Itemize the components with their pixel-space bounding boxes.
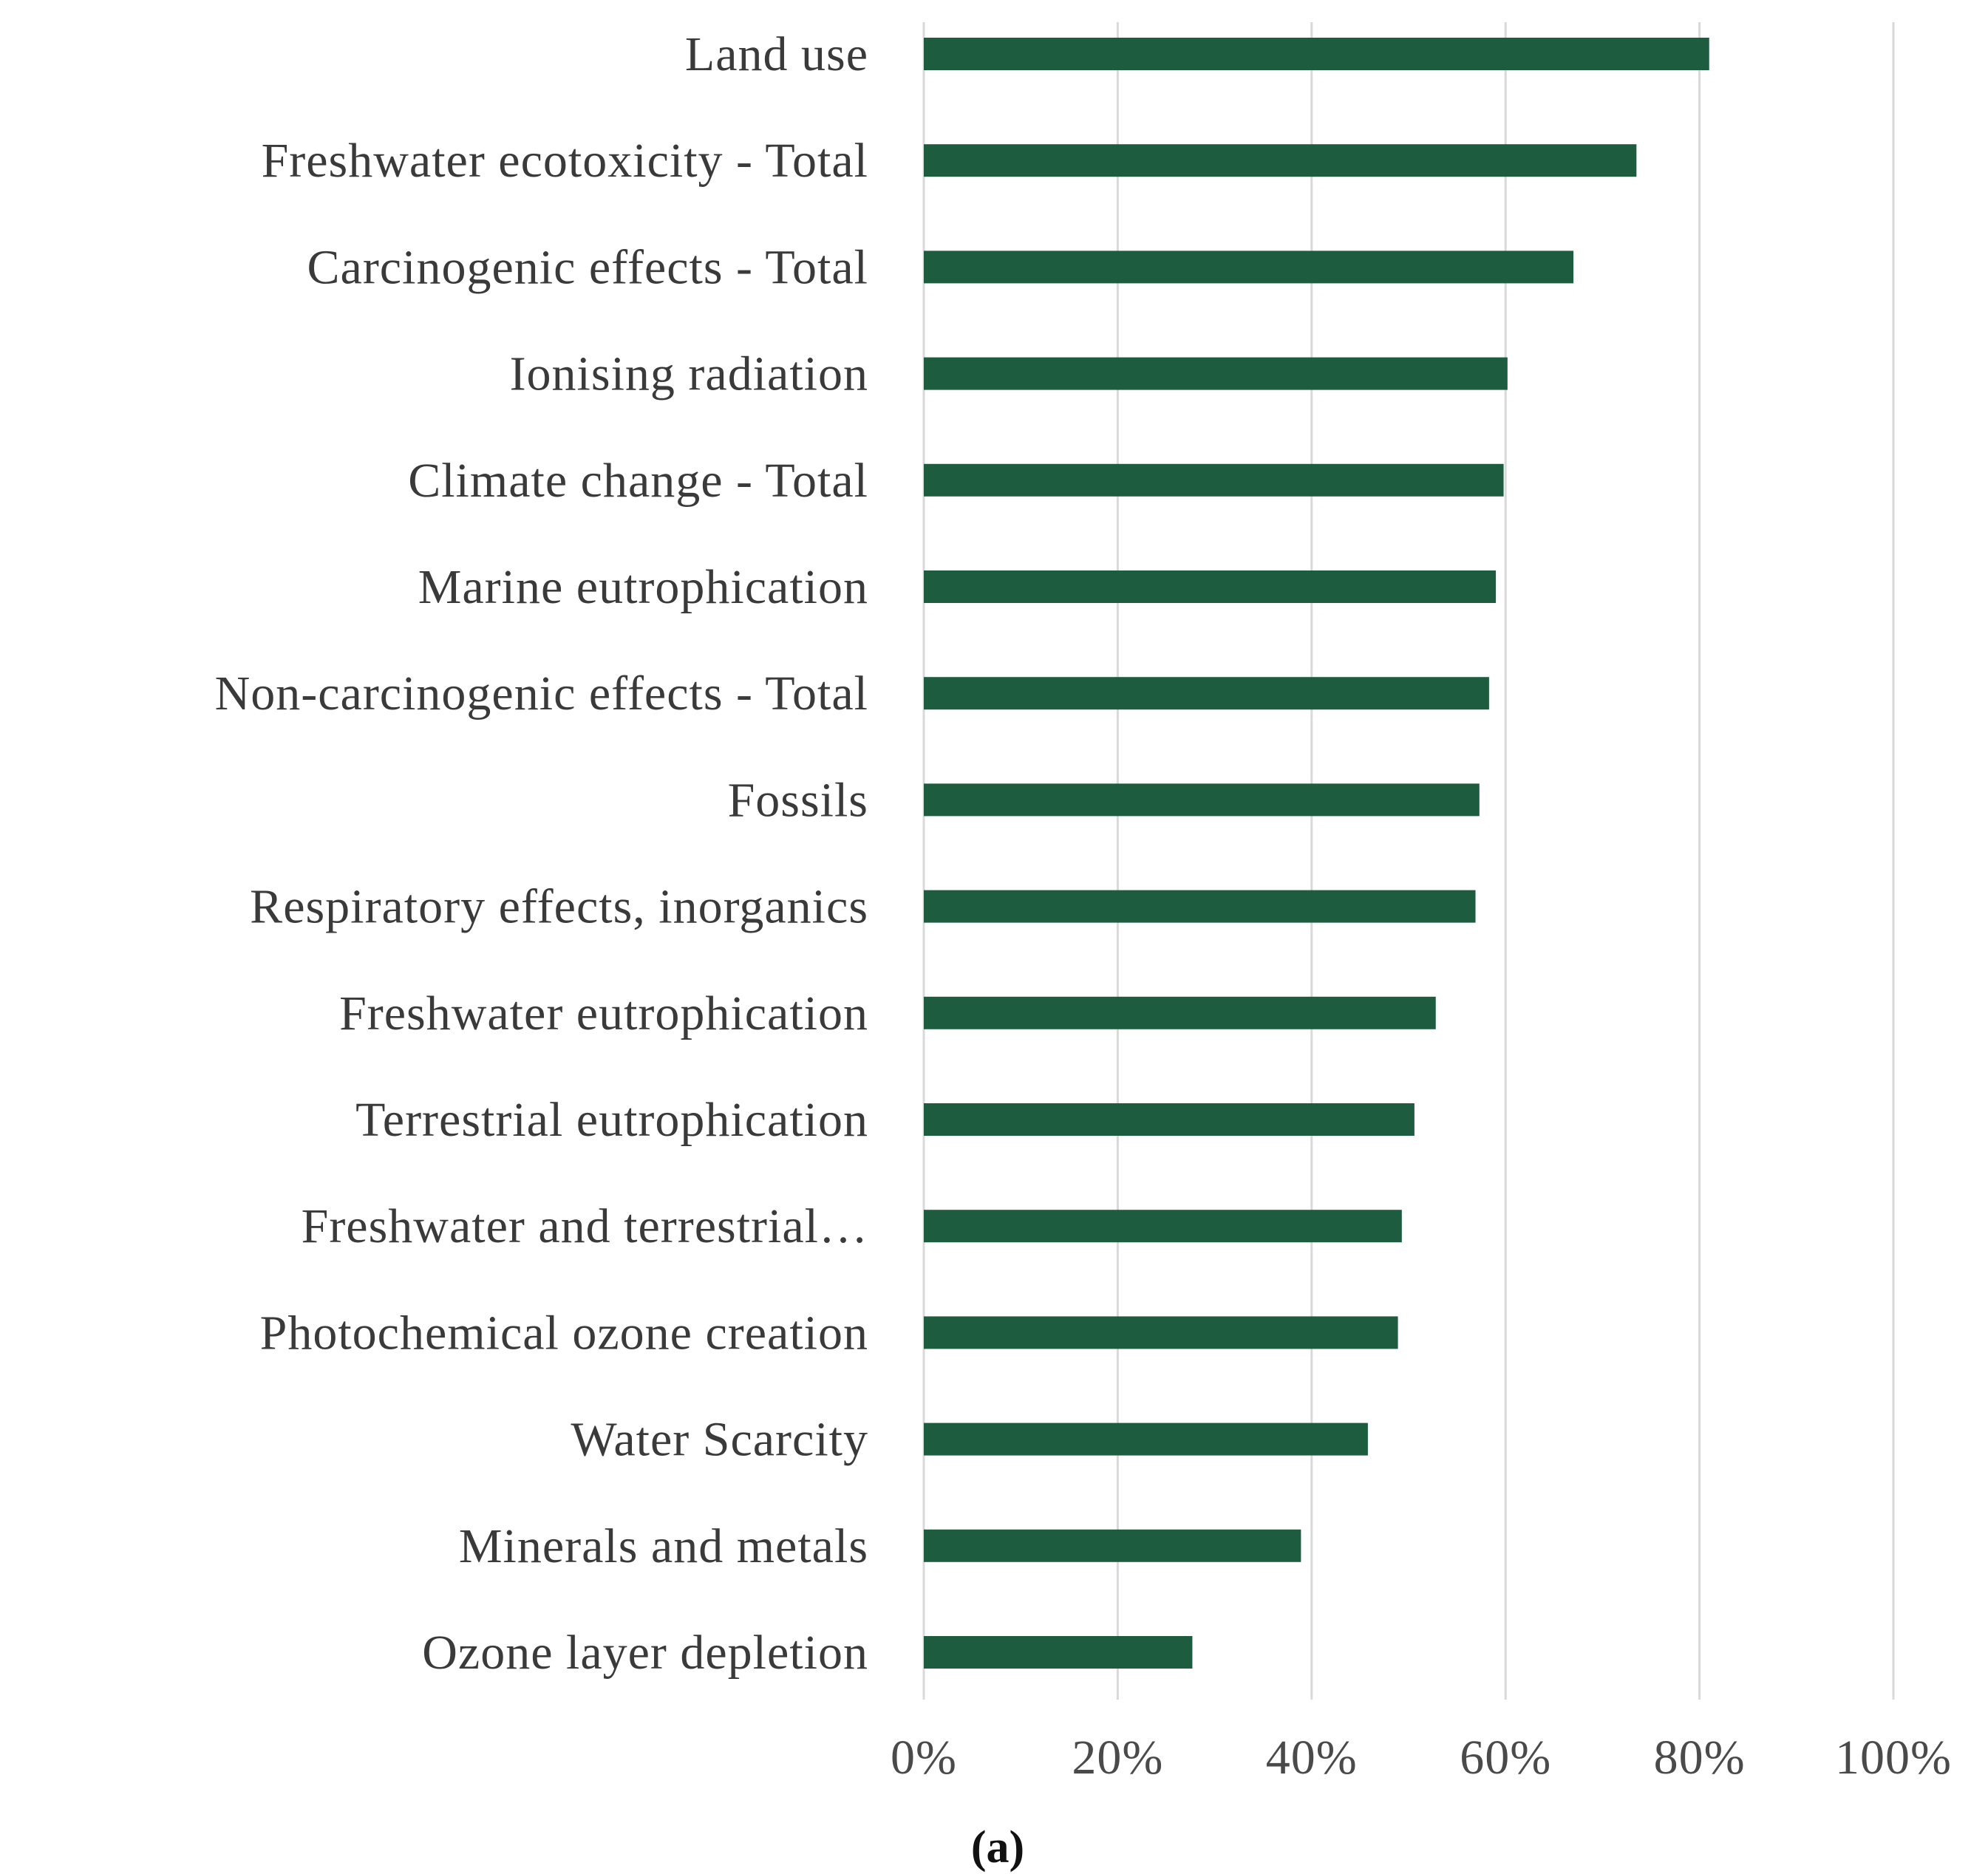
bar: [924, 1636, 1193, 1669]
bar: [924, 570, 1497, 603]
x-tick-label: 100%: [1835, 1731, 1952, 1785]
category-label: Carcinogenic effects - Total: [307, 240, 868, 294]
bar: [924, 251, 1574, 284]
x-tick-label: 0%: [891, 1731, 957, 1785]
x-tick-labels: 0% 20% 40% 60% 80% 100%: [891, 1731, 1952, 1785]
bar: [924, 1529, 1301, 1562]
bar: [924, 38, 1709, 70]
category-label: Non-carcinogenic effects - Total: [215, 667, 868, 720]
category-label: Water Scarcity: [571, 1413, 868, 1467]
category-label: Freshwater and terrestrial…: [302, 1199, 868, 1253]
bar: [924, 996, 1436, 1029]
category-label: Freshwater eutrophication: [339, 987, 868, 1040]
category-label: Fossils: [728, 773, 868, 827]
category-label: Climate change - Total: [408, 454, 868, 508]
bar: [924, 1210, 1402, 1243]
category-label: Ozone layer depletion: [422, 1626, 868, 1680]
category-label: Marine eutrophication: [418, 560, 868, 614]
category-label: Respiratory effects, inorganics: [250, 880, 868, 934]
bar: [924, 1103, 1415, 1136]
bar: [924, 1422, 1368, 1456]
category-labels: Land use Freshwater ecotoxicity - Total Ca…: [215, 27, 868, 1680]
x-tick-label: 60%: [1460, 1731, 1551, 1785]
category-label: Terrestrial eutrophication: [355, 1093, 868, 1147]
panel-label: (a): [971, 1822, 1024, 1873]
category-label: Land use: [685, 27, 868, 81]
bar: [924, 463, 1504, 497]
x-tick-label: 40%: [1266, 1731, 1358, 1785]
bars: [924, 38, 1709, 1669]
x-tick-label: 80%: [1654, 1731, 1746, 1785]
bar: [924, 783, 1480, 817]
category-label: Ionising radiation: [510, 347, 868, 401]
bar: [924, 144, 1637, 177]
category-label: Photochemical ozone creation: [260, 1306, 868, 1360]
category-label: Freshwater ecotoxicity - Total: [262, 134, 868, 188]
bar: [924, 677, 1489, 710]
grid-lines: [922, 22, 1895, 1700]
x-tick-label: 20%: [1072, 1731, 1163, 1785]
bar: [924, 890, 1476, 923]
bar: [924, 357, 1508, 390]
bar: [924, 1316, 1398, 1349]
category-label: Minerals and metals: [459, 1519, 868, 1573]
